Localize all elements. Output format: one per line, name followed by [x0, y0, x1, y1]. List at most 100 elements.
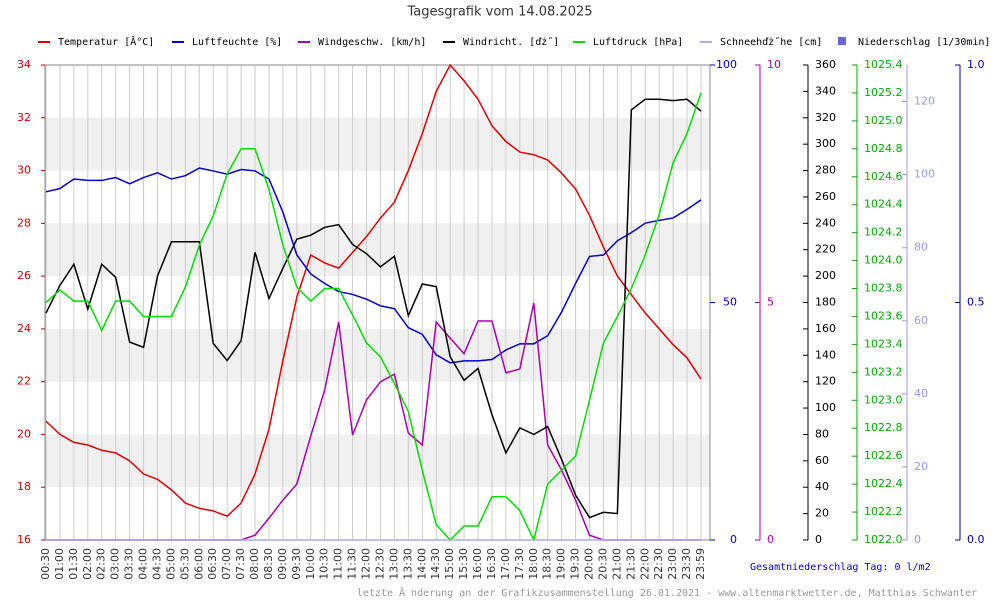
series-line: [45, 92, 702, 543]
y-tick-label: 300: [815, 137, 836, 150]
y-tick-label: 160: [815, 322, 836, 335]
y-tick-label: 1023.2: [864, 365, 903, 378]
y-tick-label: 80: [914, 241, 928, 254]
y-tick-label: 1025.4: [864, 58, 903, 71]
legend-label: Schneehďż˝he [cm]: [720, 36, 822, 48]
y-tick-label: 26: [17, 269, 31, 282]
x-tick-label: 10:30: [318, 548, 331, 580]
y-tick-label: 60: [815, 454, 829, 467]
x-tick-label: 15:00: [443, 548, 456, 580]
x-tick-label: 18:00: [527, 548, 540, 580]
y-tick-label: 0: [914, 533, 921, 546]
y-tick-label: 80: [815, 427, 829, 440]
x-tick-label: 17:00: [499, 548, 512, 580]
y-tick-label: 40: [815, 480, 829, 493]
x-tick-label: 04:30: [150, 548, 163, 580]
x-tick-label: 12:30: [373, 548, 386, 580]
y-tick-label: 1022.6: [864, 449, 903, 462]
y-tick-label: 1024.8: [864, 142, 903, 155]
y-tick-label: 1023.8: [864, 282, 903, 295]
x-tick-label: 06:30: [206, 548, 219, 580]
x-tick-label: 12:00: [360, 548, 373, 580]
x-tick-label: 05:30: [178, 548, 191, 580]
y-tick-label: 260: [815, 190, 836, 203]
chart-title: Tagesgrafik vom 14.08.2025: [406, 5, 592, 20]
y-tick-label: 50: [723, 296, 737, 309]
legend-label: Temperatur [Â°C]: [58, 35, 154, 48]
y-tick-label: 0: [730, 533, 737, 546]
x-tick-label: 23:00: [666, 548, 679, 580]
x-tick-label: 02:00: [81, 548, 94, 580]
y-tick-label: 18: [17, 480, 31, 493]
y-tick-label: 0: [815, 533, 822, 546]
y-tick-label: 1024.4: [864, 198, 903, 211]
y-tick-label: 1023.6: [864, 309, 903, 322]
y-tick-label: 220: [815, 243, 836, 256]
x-tick-label: 14:00: [415, 548, 428, 580]
y-tick-label: 34: [17, 58, 31, 71]
legend-swatch: [838, 37, 846, 45]
x-tick-label: 00:30: [39, 548, 52, 580]
grid-band: [45, 328, 710, 382]
x-tick-label: 04:00: [137, 548, 150, 580]
y-tick-label: 1025.2: [864, 86, 903, 99]
y-tick-label: 320: [815, 111, 836, 124]
y-tick-label: 20: [17, 427, 31, 440]
x-tick-label: 23:59: [694, 548, 707, 580]
series-line: [45, 167, 702, 364]
y-tick-label: 200: [815, 269, 836, 282]
y-tick-label: 1024.0: [864, 254, 903, 267]
x-tick-label: 15:30: [457, 548, 470, 580]
x-tick-label: 06:00: [192, 548, 205, 580]
y-tick-label: 1023.0: [864, 393, 903, 406]
x-tick-label: 22:00: [638, 548, 651, 580]
y-tick-label: 22: [17, 375, 31, 388]
y-tick-label: 360: [815, 58, 836, 71]
x-tick-label: 01:00: [53, 548, 66, 580]
grid-band: [45, 223, 710, 277]
y-tick-label: 1023.4: [864, 337, 903, 350]
x-tick-label: 21:00: [610, 548, 623, 580]
x-tick-label: 11:30: [346, 548, 359, 580]
x-tick-label: 02:30: [95, 548, 108, 580]
y-tick-label: 20: [815, 507, 829, 520]
y-tick-label: 240: [815, 216, 836, 229]
y-tick-label: 28: [17, 216, 31, 229]
y-tick-label: 20: [914, 460, 928, 473]
x-tick-label: 17:30: [513, 548, 526, 580]
x-tick-label: 23:30: [680, 548, 693, 580]
x-tick-label: 14:30: [429, 548, 442, 580]
x-tick-label: 01:30: [67, 548, 80, 580]
y-tick-label: 30: [17, 164, 31, 177]
legend-label: Niederschlag [1/30min]: [858, 37, 990, 48]
x-tick-label: 08:30: [262, 548, 275, 580]
legend-label: Windricht. [ďż˝]: [463, 36, 559, 48]
y-tick-label: 340: [815, 84, 836, 97]
y-tick-label: 1024.2: [864, 226, 903, 239]
x-tick-label: 10:00: [304, 548, 317, 580]
x-tick-label: 07:00: [220, 548, 233, 580]
y-tick-label: 5: [767, 296, 774, 309]
y-tick-label: 1025.0: [864, 114, 903, 127]
x-tick-label: 16:00: [471, 548, 484, 580]
x-tick-label: 08:00: [248, 548, 261, 580]
y-tick-label: 120: [914, 95, 935, 108]
x-tick-label: 03:00: [109, 548, 122, 580]
y-tick-label: 10: [767, 58, 781, 71]
x-tick-label: 09:30: [290, 548, 303, 580]
x-tick-label: 07:30: [234, 548, 247, 580]
x-tick-label: 09:00: [276, 548, 289, 580]
footer: letzte Ă nderung an der Grafikzusammenst…: [357, 586, 977, 599]
x-tick-label: 22:30: [652, 548, 665, 580]
x-tick-label: 20:00: [583, 548, 596, 580]
y-tick-label: 180: [815, 296, 836, 309]
x-tick-label: 11:00: [332, 548, 345, 580]
x-tick-label: 18:30: [541, 548, 554, 580]
y-tick-label: 40: [914, 387, 928, 400]
y-tick-label: 16: [17, 533, 31, 546]
x-tick-label: 13:30: [401, 548, 414, 580]
y-tick-label: 1024.6: [864, 170, 903, 183]
y-tick-label: 100: [815, 401, 836, 414]
y-tick-label: 1.0: [967, 58, 985, 71]
x-tick-label: 20:30: [596, 548, 609, 580]
